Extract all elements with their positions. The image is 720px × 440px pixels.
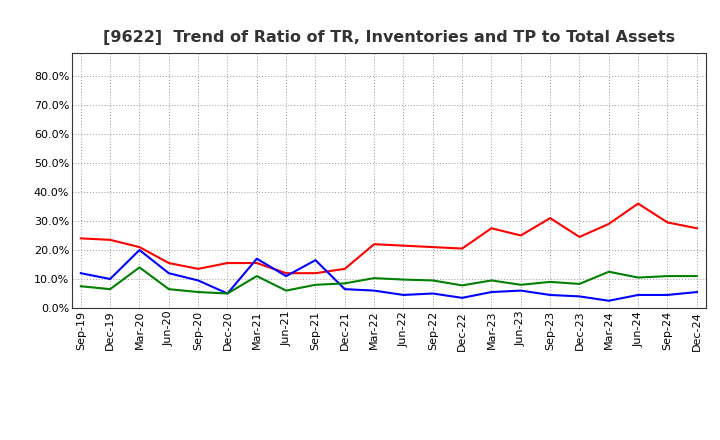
Trade Payables xyxy=(634,275,642,280)
Trade Payables xyxy=(605,269,613,275)
Inventories xyxy=(370,288,379,293)
Trade Receivables xyxy=(106,237,114,242)
Inventories xyxy=(458,295,467,301)
Trade Receivables xyxy=(223,260,232,266)
Inventories xyxy=(282,273,290,279)
Trade Payables xyxy=(458,283,467,288)
Inventories xyxy=(106,276,114,282)
Trade Receivables xyxy=(253,260,261,266)
Trade Receivables xyxy=(487,226,496,231)
Trade Payables xyxy=(663,273,672,279)
Trade Receivables xyxy=(458,246,467,251)
Trade Payables xyxy=(194,290,202,295)
Trade Receivables xyxy=(546,216,554,221)
Trade Receivables xyxy=(282,271,290,276)
Trade Receivables xyxy=(76,236,85,241)
Trade Receivables xyxy=(605,221,613,227)
Trade Receivables xyxy=(575,235,584,240)
Trade Receivables xyxy=(693,226,701,231)
Trade Receivables xyxy=(164,260,173,266)
Trade Receivables xyxy=(428,245,437,250)
Trade Receivables xyxy=(663,220,672,225)
Inventories xyxy=(428,291,437,296)
Inventories xyxy=(253,256,261,261)
Trade Payables xyxy=(370,275,379,281)
Trade Payables xyxy=(282,288,290,293)
Trade Receivables xyxy=(194,266,202,271)
Trade Payables xyxy=(341,281,349,286)
Trade Receivables xyxy=(370,242,379,247)
Trade Payables xyxy=(311,282,320,287)
Trade Receivables xyxy=(634,201,642,206)
Inventories xyxy=(605,298,613,304)
Trade Payables xyxy=(516,282,525,287)
Inventories xyxy=(546,292,554,297)
Trade Payables xyxy=(693,273,701,279)
Trade Payables xyxy=(428,278,437,283)
Trade Payables xyxy=(164,286,173,292)
Trade Receivables xyxy=(341,266,349,271)
Trade Payables xyxy=(253,273,261,279)
Title: [9622]  Trend of Ratio of TR, Inventories and TP to Total Assets: [9622] Trend of Ratio of TR, Inventories… xyxy=(103,29,675,45)
Inventories xyxy=(311,257,320,263)
Inventories xyxy=(663,292,672,297)
Inventories xyxy=(341,286,349,292)
Inventories xyxy=(575,294,584,299)
Trade Receivables xyxy=(516,233,525,238)
Trade Receivables xyxy=(311,271,320,276)
Trade Payables xyxy=(106,286,114,292)
Trade Payables xyxy=(575,281,584,286)
Inventories xyxy=(516,288,525,293)
Trade Payables xyxy=(223,291,232,296)
Inventories xyxy=(135,247,144,253)
Inventories xyxy=(399,292,408,297)
Trade Payables xyxy=(76,284,85,289)
Line: Trade Receivables: Trade Receivables xyxy=(81,204,697,273)
Inventories xyxy=(634,292,642,297)
Inventories xyxy=(76,271,85,276)
Trade Receivables xyxy=(135,245,144,250)
Line: Inventories: Inventories xyxy=(81,250,697,301)
Trade Payables xyxy=(487,278,496,283)
Trade Payables xyxy=(546,279,554,285)
Inventories xyxy=(487,290,496,295)
Inventories xyxy=(194,278,202,283)
Trade Payables xyxy=(135,265,144,270)
Trade Receivables xyxy=(399,243,408,248)
Inventories xyxy=(223,291,232,296)
Line: Trade Payables: Trade Payables xyxy=(81,268,697,293)
Inventories xyxy=(693,290,701,295)
Inventories xyxy=(164,271,173,276)
Trade Payables xyxy=(399,277,408,282)
